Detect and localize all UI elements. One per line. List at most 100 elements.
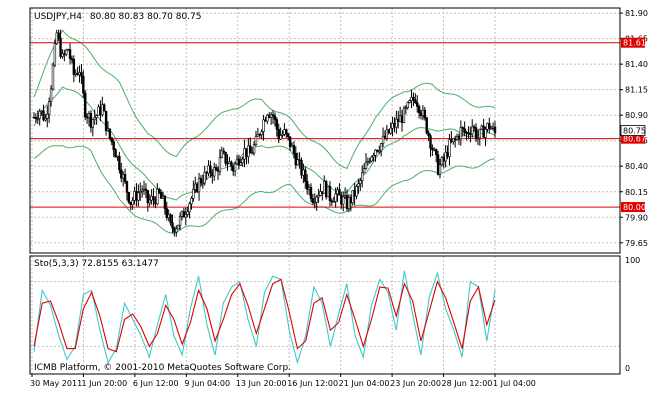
candle-bull — [47, 101, 51, 115]
x-tick-label: 23 Jun 20:00 — [390, 379, 441, 388]
candle-bull — [332, 201, 335, 203]
candle-bull — [455, 136, 459, 140]
candle-bull — [260, 131, 263, 136]
candle-bull — [357, 183, 360, 187]
y-tick-label: 80.40 — [625, 162, 648, 171]
candle-bear — [108, 128, 112, 139]
candle-bear — [34, 117, 38, 119]
candle-bear — [419, 112, 423, 116]
candle-bear — [82, 75, 85, 94]
candle-bull — [334, 193, 337, 202]
ohlc-values: 80.80 80.83 80.70 80.75 — [90, 12, 202, 22]
symbol-name: USDJPY,H4 — [34, 12, 82, 22]
candle-bear — [338, 189, 341, 196]
candle-bull — [381, 135, 385, 144]
indicator-pane-frame — [29, 255, 621, 375]
candle-bear — [102, 104, 106, 112]
candle-bull — [188, 203, 191, 213]
candle-bear — [222, 150, 225, 153]
candle-bull — [116, 155, 119, 158]
candle-bull — [131, 200, 134, 206]
price-label-text: 81.61 — [623, 39, 646, 48]
candle-bull — [370, 156, 373, 162]
bollinger-lower — [33, 145, 496, 234]
candle-bear — [488, 123, 491, 129]
candle-bull — [239, 162, 242, 166]
candle-bull — [307, 187, 311, 190]
candle-bear — [493, 126, 497, 134]
candle-bull — [252, 144, 256, 154]
candle-bear — [427, 132, 430, 137]
candle-bull — [368, 160, 371, 163]
candle-bull — [452, 138, 455, 142]
candle-bull — [176, 224, 180, 230]
candle-bull — [40, 110, 43, 113]
candle-bull — [378, 150, 381, 153]
candle-bull — [207, 165, 210, 174]
candle-bear — [482, 125, 485, 138]
candle-bear — [125, 181, 129, 193]
candle-bear — [340, 194, 343, 205]
candle-bear — [216, 169, 220, 172]
x-tick-label: 1 Jul 04:00 — [493, 379, 536, 388]
x-tick-label: 6 Jun 12:00 — [133, 379, 179, 388]
candle-bull — [490, 127, 493, 130]
candle-bear — [383, 135, 387, 139]
candle-bear — [205, 171, 208, 174]
candle-bear — [195, 183, 199, 193]
candle-bull — [266, 114, 269, 122]
x-tick-label: 1 Jun 20:00 — [81, 379, 127, 388]
candle-bear — [304, 169, 307, 182]
time-axis: 30 May 2011 1 Jun 20:00 6 Jun 12:00 9 Jun 0… — [30, 374, 536, 388]
candle-bear — [135, 191, 138, 201]
stochastic-signal — [33, 278, 496, 353]
candle-bear — [469, 133, 472, 136]
price-label-box — [621, 202, 645, 213]
candle-bear — [165, 208, 168, 218]
candle-bear — [245, 148, 248, 157]
candle-bull — [139, 191, 142, 194]
current-price-box — [620, 125, 646, 136]
candle-bear — [393, 123, 396, 128]
candle-bull — [197, 178, 201, 193]
candle-bull — [243, 148, 246, 160]
candle-bear — [110, 137, 113, 143]
candle-bear — [376, 149, 379, 152]
candle-bull — [385, 129, 389, 139]
candle-bear — [158, 188, 161, 193]
candle-bear — [414, 99, 417, 103]
candle-bear — [463, 128, 466, 133]
candle-bear — [417, 106, 421, 114]
candle-bull — [254, 136, 258, 145]
candle-bear — [311, 198, 315, 204]
candle-bull — [484, 128, 487, 138]
candle-bull — [137, 192, 140, 201]
candle-bull — [78, 72, 81, 76]
candle-bull — [486, 123, 489, 130]
candle-bull — [175, 228, 178, 233]
price-label-box — [621, 133, 645, 144]
candle-bull — [290, 145, 294, 148]
candle-bull — [402, 107, 406, 123]
candle-bull — [342, 196, 345, 205]
candle-bull — [247, 145, 250, 157]
horizontal-lines — [30, 42, 620, 208]
candle-bear — [309, 187, 313, 199]
candle-bull — [408, 100, 411, 103]
candle-bear — [285, 129, 288, 135]
candle-bull — [379, 143, 383, 152]
stochastic-lines — [33, 270, 496, 365]
candle-bull — [121, 174, 125, 179]
candle-bear — [237, 158, 241, 166]
candle-bear — [112, 141, 115, 150]
candle-bear — [84, 92, 87, 118]
candle-bull — [192, 188, 195, 199]
candle-bear — [434, 149, 438, 156]
candle-bull — [398, 115, 402, 123]
candle-bull — [87, 113, 91, 118]
candle-bull — [150, 196, 153, 201]
candle-bull — [395, 118, 398, 128]
candle-bear — [397, 118, 400, 123]
candle-bear — [169, 214, 172, 224]
candle-bear — [292, 145, 296, 154]
